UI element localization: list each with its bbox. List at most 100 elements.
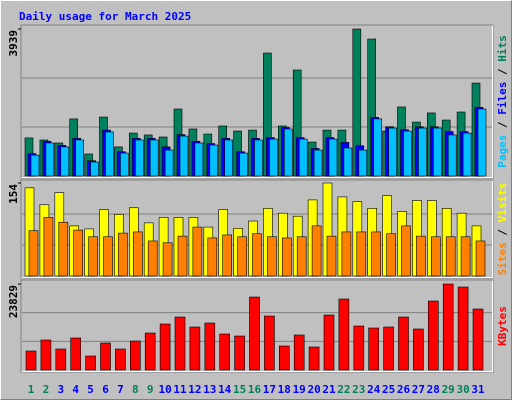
x-tick-label: 6	[102, 383, 109, 396]
bar	[174, 316, 186, 371]
bar	[413, 328, 424, 371]
x-tick-label: 2	[43, 383, 50, 396]
bar	[293, 334, 305, 371]
bar	[371, 231, 382, 277]
legend-label: Sites	[496, 242, 509, 275]
bar	[149, 139, 159, 177]
x-tick-label: 28	[427, 383, 440, 396]
bar	[264, 315, 275, 371]
bar	[298, 138, 308, 177]
bar	[133, 231, 143, 277]
bar	[28, 230, 39, 277]
x-tick-label: 10	[158, 383, 171, 396]
bar	[105, 131, 114, 177]
x-tick-label: 11	[173, 383, 187, 396]
bar	[358, 149, 368, 177]
y-tick-label: 3939	[7, 30, 20, 57]
bar	[398, 316, 409, 371]
bar	[343, 147, 353, 177]
bar	[383, 326, 394, 371]
bar	[338, 298, 350, 371]
x-tick-label: 29	[442, 383, 455, 396]
bar	[55, 348, 67, 371]
chart-title: Daily usage for March 2025	[19, 10, 191, 23]
bar	[475, 240, 486, 277]
x-tick-label: 15	[233, 383, 246, 396]
bar	[147, 240, 158, 277]
bar	[430, 236, 441, 277]
bar	[328, 138, 338, 177]
panel-highlight	[21, 180, 493, 278]
bar	[60, 146, 70, 177]
bar	[45, 142, 55, 177]
bar	[356, 231, 367, 277]
bar	[460, 236, 471, 277]
x-tick-label: 9	[147, 383, 154, 396]
bar	[442, 283, 454, 371]
bar	[281, 237, 292, 277]
panel-highlight	[21, 25, 493, 178]
bar	[40, 339, 52, 371]
x-tick-label: 27	[412, 383, 425, 396]
bar	[30, 154, 40, 177]
bar	[194, 142, 204, 177]
bar	[472, 308, 484, 371]
bar	[130, 340, 141, 371]
bar	[418, 127, 427, 177]
bar	[25, 350, 37, 371]
bar	[445, 236, 456, 277]
bar	[239, 152, 248, 177]
bar	[388, 127, 397, 177]
bar	[401, 225, 411, 277]
bar	[177, 235, 188, 277]
bar	[224, 139, 233, 177]
bar	[234, 335, 245, 371]
bar	[237, 236, 247, 277]
bar	[219, 333, 230, 371]
bar	[164, 149, 174, 177]
x-tick-label: 12	[188, 383, 201, 396]
bar	[88, 236, 98, 277]
bar	[403, 130, 412, 177]
bar	[311, 225, 322, 277]
x-tick-label: 26	[397, 383, 411, 396]
bar	[308, 346, 320, 371]
bar	[162, 242, 173, 277]
x-tick-label: 4	[72, 383, 79, 396]
bar	[135, 139, 144, 177]
legend-label: KBytes	[496, 306, 509, 346]
bar	[85, 355, 96, 371]
legend-label: Hits	[496, 35, 509, 62]
legend: Pages / Files / Hits	[496, 35, 509, 168]
bar	[427, 300, 439, 371]
x-tick-label: 3	[57, 383, 64, 396]
x-tick-label: 5	[87, 383, 94, 396]
bar	[373, 118, 383, 177]
bar	[368, 327, 380, 371]
bar	[189, 326, 201, 371]
bar	[179, 135, 189, 177]
x-tick-label: 8	[132, 383, 139, 396]
x-tick-label: 31	[471, 383, 485, 396]
legend: Sites / Visits	[496, 183, 509, 276]
legend: KBytes	[496, 306, 509, 346]
bar	[207, 237, 218, 277]
x-tick-label: 24	[367, 383, 381, 396]
bar	[386, 233, 396, 277]
x-tick-label: 17	[263, 383, 276, 396]
bar	[73, 229, 83, 277]
bar	[75, 139, 84, 177]
bar	[115, 348, 126, 371]
bar	[341, 231, 352, 277]
x-tick-label: 30	[456, 383, 469, 396]
bar	[416, 235, 426, 277]
bar	[353, 325, 365, 371]
bar	[120, 152, 129, 177]
bar	[222, 234, 232, 277]
bar	[252, 233, 262, 277]
bar	[267, 236, 277, 277]
bar	[323, 314, 335, 371]
bar	[43, 217, 54, 277]
bar	[254, 139, 263, 177]
